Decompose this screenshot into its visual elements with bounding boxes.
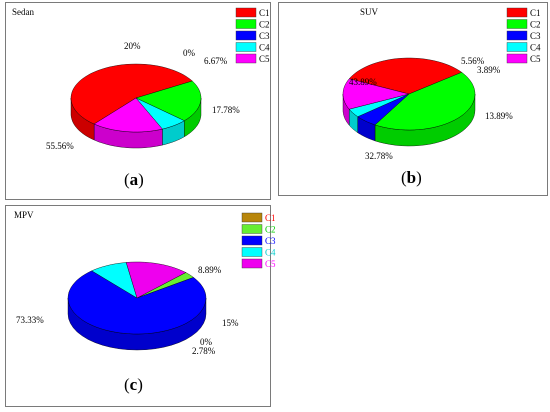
pie-slice-c3 — [357, 93, 410, 126]
legend-swatch-c4 — [506, 42, 528, 52]
legend-swatch-c5 — [235, 53, 257, 64]
legend-swatch-c2 — [506, 19, 528, 29]
legend-label-c2: C2 — [259, 20, 270, 30]
pie-slice-c4 — [348, 93, 410, 117]
legend-label-c4: C4 — [530, 43, 541, 53]
legend-label-c3: C3 — [259, 31, 270, 41]
legend-label-c1: C1 — [259, 8, 270, 18]
data-label-c3: 0% — [183, 48, 196, 58]
pie-slice-c5 — [93, 97, 163, 133]
legend-swatch-c5 — [506, 53, 528, 64]
data-label-c2: 43.89% — [349, 77, 377, 87]
chart-panel-sedan: Sedan 55.56% 20% 0% 6.67% 17.78% C1 C2 C3 C4 C5 — [5, 2, 271, 200]
data-label-c3: 73.33% — [16, 315, 44, 325]
legend-label-c5: C5 — [265, 259, 276, 269]
chart-panel-suv: SUV 32.78% 43.89% 5.56% 3.89% 13.89% C1 C2 C3 C4 C… — [278, 2, 548, 196]
legend-label-c5: C5 — [530, 54, 541, 64]
legend-label-c4: C4 — [259, 43, 270, 53]
pie-slice-c1 — [348, 57, 463, 95]
data-label-c5: 17.78% — [212, 105, 240, 115]
legend-swatch-c3 — [241, 235, 263, 246]
legend-swatch-c2 — [241, 224, 263, 234]
chart-title: MPV — [14, 210, 34, 220]
legend-swatch-c4 — [235, 42, 257, 52]
pie-top-faces — [70, 63, 202, 133]
legend-swatch-c4 — [241, 247, 263, 257]
pie-slice-c2 — [135, 80, 202, 121]
pie-slice-c5 — [125, 261, 187, 299]
data-label-c2: 2.78% — [192, 346, 216, 356]
legend-label-c3: C3 — [530, 31, 541, 41]
legend-label-c3: C3 — [265, 236, 276, 246]
pie-slice-c2 — [374, 72, 476, 131]
legend-swatch-c1 — [235, 7, 257, 18]
data-label-c4: 3.89% — [477, 65, 501, 75]
data-label-c5: 15% — [222, 318, 239, 328]
pie-slice-c4 — [91, 262, 138, 299]
data-label-c1: 0% — [200, 337, 213, 347]
pie-slice-c4 — [135, 97, 185, 130]
pie-top-faces — [342, 57, 476, 131]
data-label-c2: 20% — [124, 41, 141, 51]
caption-b-letter: b — [406, 168, 417, 187]
data-label-c5: 13.89% — [485, 111, 513, 121]
chart-title: SUV — [360, 7, 379, 17]
pie-slice-c1 — [70, 63, 193, 125]
legend-swatch-c1 — [241, 212, 263, 223]
caption-a-letter: a — [129, 170, 139, 189]
pie-top-faces — [67, 261, 207, 335]
legend-label-c1: C1 — [265, 213, 276, 223]
legend-label-c2: C2 — [265, 225, 276, 235]
legend-label-c5: C5 — [259, 54, 270, 64]
legend-swatch-c3 — [506, 30, 528, 41]
legend-swatch-c5 — [241, 258, 263, 269]
legend-swatch-c3 — [235, 30, 257, 41]
pie-slice-c2 — [136, 272, 194, 299]
legend-swatch-c2 — [235, 19, 257, 29]
chart-panel-mpv: MPV 0% 2.78% 73.33% 8.89% 15% C1 C2 C3 C4 C5 — [5, 205, 276, 407]
data-label-c1: 55.56% — [46, 141, 74, 151]
pie-slice-c5 — [342, 78, 410, 110]
caption-a: (a) — [124, 170, 144, 189]
caption-c-letter: c — [129, 375, 138, 394]
legend-swatch-c1 — [506, 7, 528, 18]
pie-slice-c3 — [67, 270, 207, 335]
legend-label-c1: C1 — [530, 8, 541, 18]
data-label-c4: 8.89% — [198, 265, 222, 275]
caption-c: (c) — [124, 375, 143, 394]
chart-title: Sedan — [12, 7, 34, 17]
data-label-c3: 5.56% — [461, 56, 485, 66]
data-label-c4: 6.67% — [204, 56, 228, 66]
legend-label-c4: C4 — [265, 248, 276, 258]
caption-b: (b) — [401, 168, 422, 187]
legend-label-c2: C2 — [530, 20, 541, 30]
data-label-c1: 32.78% — [365, 151, 393, 161]
